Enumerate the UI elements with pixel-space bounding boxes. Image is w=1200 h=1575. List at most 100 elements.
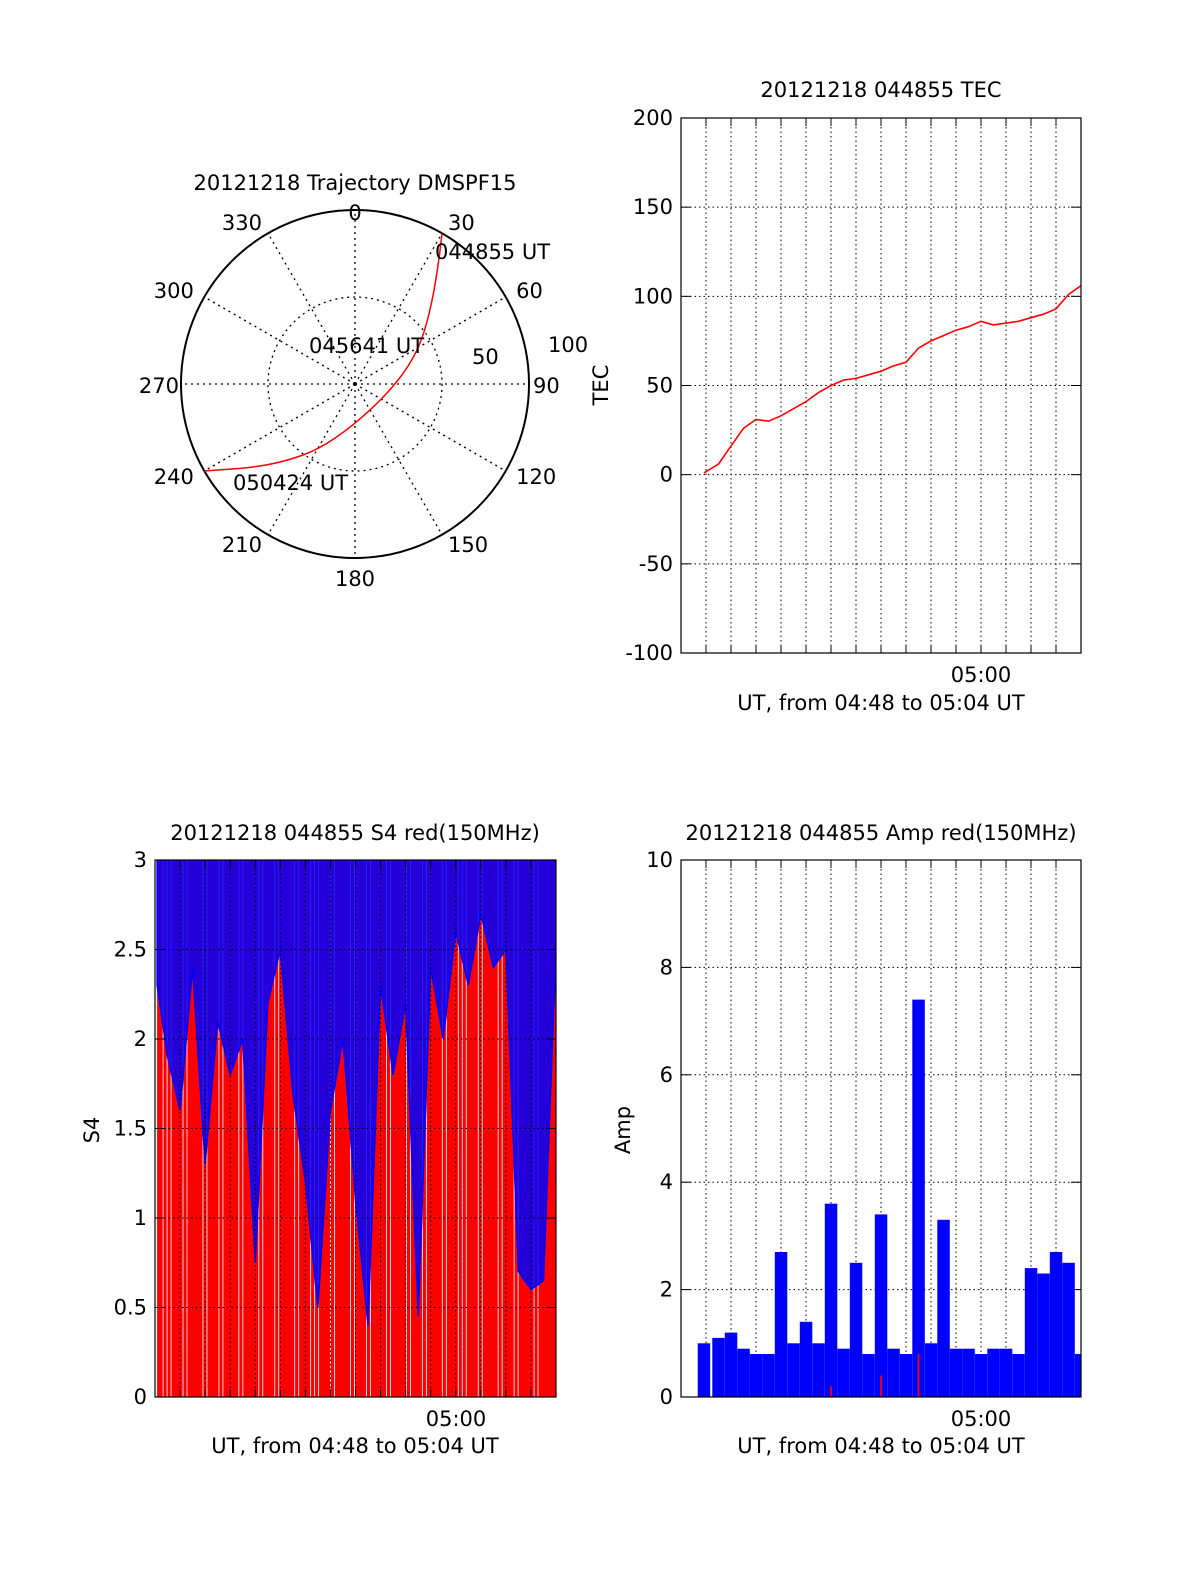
polar-radial-label-100: 100 bbox=[548, 333, 588, 357]
s4-panel: 20121218 044855 S4 red(150MHz) 3 2.5 2 1.5 1… bbox=[80, 821, 557, 1458]
amp-blue-bar bbox=[824, 1203, 838, 1397]
s4-ytick-label: 2 bbox=[134, 1027, 147, 1051]
amp-blue-bar bbox=[937, 1219, 950, 1397]
tec-series bbox=[703, 284, 1081, 474]
amp-red-bar bbox=[830, 1386, 832, 1397]
amp-blue-bar bbox=[912, 999, 925, 1397]
s4-blue-series bbox=[156, 860, 556, 1326]
tec-ytick-labels: 200 150 100 50 0 -50 -100 bbox=[625, 106, 673, 665]
amp-blue-bar bbox=[1074, 1354, 1081, 1397]
tec-ytick-label: 100 bbox=[633, 284, 673, 308]
polar-spoke bbox=[203, 296, 356, 385]
amp-panel: 20121218 044855 Amp red(150MHz) 1086420 … bbox=[611, 821, 1082, 1458]
tec-ytick-label: 150 bbox=[633, 195, 673, 219]
tec-ytick-label: 0 bbox=[660, 463, 673, 487]
polar-spoke bbox=[267, 383, 356, 536]
amp-plot-frame bbox=[680, 859, 1082, 1398]
amp-blue-bar bbox=[962, 1348, 975, 1397]
amp-blue-bar bbox=[849, 1262, 863, 1397]
amp-blue-bar bbox=[762, 1354, 775, 1397]
amp-red-bar bbox=[917, 1354, 920, 1397]
s4-xtick-label: 05:00 bbox=[426, 1407, 487, 1431]
s4-xlabel: UT, from 04:48 to 05:04 UT bbox=[211, 1434, 499, 1458]
amp-blue-bar bbox=[1049, 1252, 1063, 1397]
polar-annotation-mid: 045641 UT bbox=[309, 334, 424, 358]
amp-blue-bar bbox=[874, 1214, 888, 1397]
amp-blue-bar bbox=[949, 1348, 963, 1397]
amp-ytick-label: 6 bbox=[660, 1063, 673, 1087]
polar-track bbox=[204, 233, 443, 472]
polar-angle-label: 60 bbox=[516, 279, 543, 303]
tec-ytick-label: -100 bbox=[625, 641, 673, 665]
amp-blue-bar bbox=[899, 1354, 913, 1397]
s4-title: 20121218 044855 S4 red(150MHz) bbox=[170, 821, 540, 845]
polar-angle-label: 150 bbox=[448, 533, 488, 557]
amp-blue-bar bbox=[799, 1321, 813, 1397]
amp-blue-bar bbox=[837, 1348, 850, 1397]
polar-annotation-start: 044855 UT bbox=[435, 240, 550, 264]
s4-plot-frame bbox=[154, 859, 557, 1398]
tec-grid bbox=[681, 117, 1081, 654]
tec-series-line bbox=[703, 284, 1081, 474]
amp-blue-bar bbox=[987, 1348, 1000, 1397]
amp-blue-bar bbox=[749, 1354, 763, 1397]
amp-ytick-labels: 10 8 6 4 2 0 bbox=[646, 848, 673, 1409]
amp-blue-bar bbox=[1062, 1262, 1075, 1397]
s4-series bbox=[156, 860, 556, 1397]
polar-angle-label: 330 bbox=[222, 211, 262, 235]
s4-ytick-label: 2.5 bbox=[114, 938, 147, 962]
amp-series bbox=[697, 999, 1081, 1397]
amp-ytick-label: 8 bbox=[660, 955, 673, 979]
amp-title: 20121218 044855 Amp red(150MHz) bbox=[685, 821, 1076, 845]
polar-angle-labels: 0 30 60 90 120 150 180 210 240 270 300 330 bbox=[139, 201, 560, 591]
amp-ytick-label: 4 bbox=[660, 1170, 673, 1194]
amp-blue-bar bbox=[787, 1343, 800, 1397]
amp-blue-bar bbox=[924, 1343, 938, 1397]
polar-annotation-end: 050424 UT bbox=[233, 471, 348, 495]
s4-ylabel: S4 bbox=[80, 1117, 104, 1144]
polar-angle-label: 90 bbox=[533, 374, 560, 398]
polar-grid bbox=[181, 210, 529, 558]
tec-title: 20121218 044855 TEC bbox=[760, 78, 1001, 102]
amp-blue-bar bbox=[974, 1354, 988, 1397]
s4-ytick-label: 0.5 bbox=[114, 1296, 147, 1320]
amp-blue-bar bbox=[862, 1354, 875, 1397]
amp-red-bar bbox=[880, 1375, 882, 1397]
tec-ytick-label: 200 bbox=[633, 106, 673, 130]
s4-ytick-label: 1 bbox=[134, 1206, 147, 1230]
polar-grid-circle bbox=[267, 296, 443, 472]
tec-xtick-label: 05:00 bbox=[951, 663, 1012, 687]
amp-blue-bar bbox=[887, 1348, 900, 1397]
tec-plot-frame bbox=[680, 117, 1082, 654]
s4-ytick-labels: 3 2.5 2 1.5 1 0.5 0 bbox=[114, 848, 147, 1409]
polar-angle-label: 240 bbox=[154, 465, 194, 489]
amp-blue-bar bbox=[697, 1343, 711, 1397]
amp-blue-bar bbox=[724, 1332, 738, 1397]
polar-angle-label: 120 bbox=[516, 465, 556, 489]
polar-track-line bbox=[204, 233, 443, 472]
amp-blue-bar bbox=[774, 1252, 788, 1397]
polar-angle-label: 0 bbox=[348, 201, 361, 225]
tec-ylabel: TEC bbox=[589, 365, 613, 407]
polar-spoke bbox=[354, 383, 443, 536]
amp-ytick-label: 0 bbox=[660, 1385, 673, 1409]
tec-panel: 20121218 044855 TEC 200150100500-50-100 … bbox=[589, 78, 1082, 715]
amp-ylabel: Amp bbox=[611, 1106, 635, 1154]
s4-ytick-label: 1.5 bbox=[114, 1117, 147, 1141]
polar-angle-label: 270 bbox=[139, 374, 179, 398]
polar-title: 20121218 Trajectory DMSPF15 bbox=[193, 171, 516, 195]
tec-ytick-label: 50 bbox=[646, 374, 673, 398]
amp-blue-bar bbox=[999, 1348, 1013, 1397]
amp-xlabel: UT, from 04:48 to 05:04 UT bbox=[737, 1434, 1025, 1458]
polar-spoke bbox=[354, 232, 443, 385]
s4-ytick-label: 3 bbox=[134, 848, 147, 872]
amp-blue-bar bbox=[712, 1337, 725, 1397]
amp-blue-bar bbox=[1012, 1354, 1025, 1397]
polar-angle-label: 210 bbox=[222, 533, 262, 557]
amp-ytick-label: 2 bbox=[660, 1278, 673, 1302]
amp-blue-bar bbox=[1024, 1268, 1038, 1397]
polar-angle-label: 180 bbox=[335, 567, 375, 591]
polar-angle-label: 30 bbox=[448, 211, 475, 235]
